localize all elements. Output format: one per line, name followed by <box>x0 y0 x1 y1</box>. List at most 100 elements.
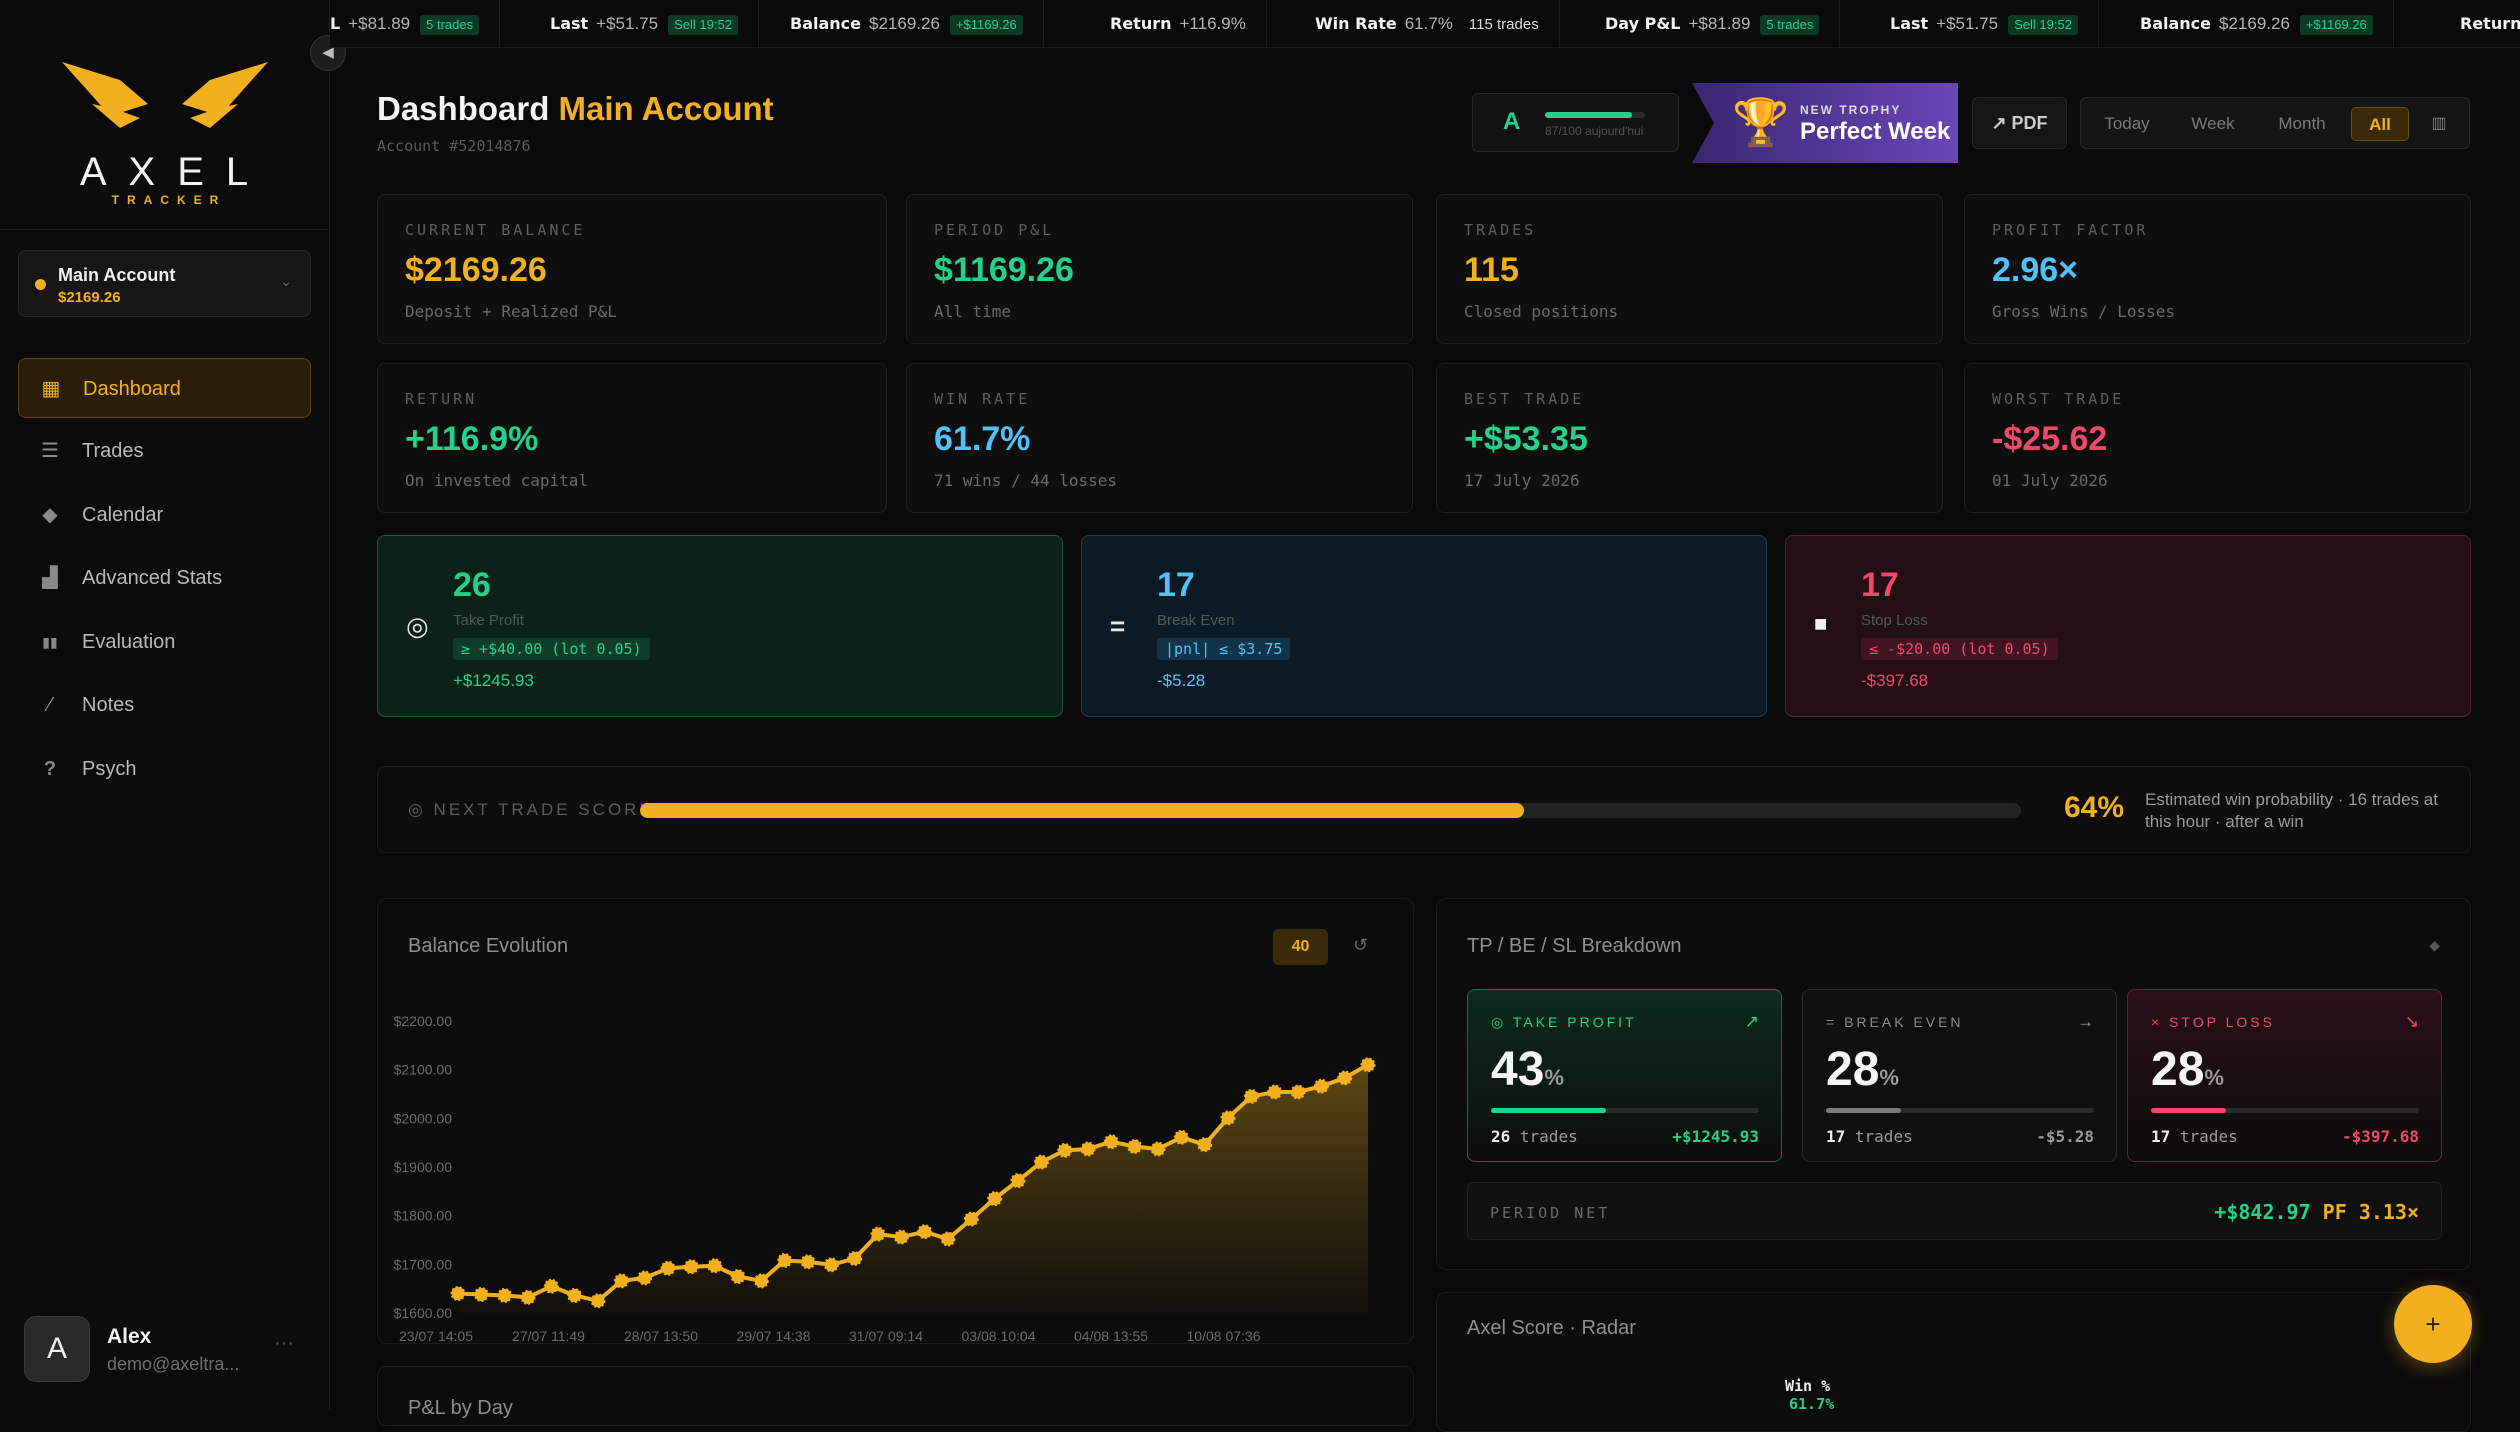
trophy-banner[interactable]: 🏆 NEW TROPHY Perfect Week <box>1692 83 1958 163</box>
break-even-count: 17 <box>1157 566 1195 604</box>
avatar[interactable]: A <box>24 1316 90 1382</box>
ticker-badge: Sell 19:52 <box>668 15 738 35</box>
ticker-note: 115 trades <box>1468 16 1539 33</box>
profit-factor-value: PF 3.13× <box>2322 1200 2419 1224</box>
worst-trade-card: WORST TRADE -$25.62 01 July 2026 <box>1964 363 2471 513</box>
account-id: Account #52014876 <box>377 137 531 155</box>
columns-icon[interactable]: ▥ <box>2431 115 2447 132</box>
x-tick-label: 31/07 09:14 <box>849 1328 923 1344</box>
balance-point <box>1150 1141 1166 1157</box>
breakdown-label: = BREAK EVEN <box>1826 1014 1964 1030</box>
ticker-item: Day P&L +$81.89 5 trades <box>1585 0 1841 47</box>
breakdown-percent-value: 43 <box>1491 1043 1545 1096</box>
balance-point <box>1313 1078 1329 1094</box>
trophy-kicker: NEW TROPHY <box>1800 103 1902 117</box>
take-profit-count: 26 <box>453 566 491 604</box>
balance-point <box>1243 1088 1259 1104</box>
balance-point <box>497 1287 513 1303</box>
sidebar-item-calendar[interactable]: ◆ Calendar <box>18 485 311 545</box>
grade-progress-bar <box>1545 112 1645 118</box>
balance-point <box>1360 1057 1376 1073</box>
breakdown-bar <box>2151 1108 2419 1113</box>
stat-sub: 17 July 2026 <box>1464 471 1580 490</box>
take-profit-card[interactable]: ◎ 26 Take Profit ≥ +$40.00 (lot 0.05) +$… <box>377 535 1063 717</box>
add-trade-button[interactable]: + <box>2394 1285 2472 1363</box>
trades-card: TRADES 115 Closed positions <box>1436 194 1943 344</box>
balance-point <box>637 1270 653 1286</box>
balance-chart: $2200.00 $2100.00 $2000.00 $1900.00 $1800.00… <box>394 1013 1376 1344</box>
ticker-item: Return +116.9% <box>1090 0 1267 47</box>
balance-point <box>1010 1173 1026 1189</box>
square-icon: ■ <box>1814 611 1828 636</box>
breakdown-percent: 28% <box>1826 1043 1899 1096</box>
stat-value: +116.9% <box>405 420 539 458</box>
stat-value: $2169.26 <box>405 251 547 289</box>
stop-loss-rule: ≤ -$20.00 (lot 0.05) <box>1861 638 2058 660</box>
pin-icon[interactable]: ◆ <box>2429 937 2440 953</box>
range-today-button[interactable]: Today <box>2104 114 2150 133</box>
radar-axis-label: Win % <box>1785 1377 1831 1395</box>
range-month-button[interactable]: Month <box>2278 114 2326 133</box>
balance-point <box>1267 1084 1283 1100</box>
balance-point <box>870 1226 886 1242</box>
balance-point <box>1220 1110 1236 1126</box>
y-tick-label: $1600.00 <box>394 1305 453 1321</box>
breakdown-percent-value: 28 <box>1826 1043 1880 1096</box>
breakdown-bar-fill <box>2151 1108 2227 1113</box>
stat-sub: Deposit + Realized P&L <box>405 302 617 321</box>
breakdown-trades-word: trades <box>2179 1127 2238 1146</box>
period-net-values: +$842.97 PF 3.13× <box>2214 1200 2419 1224</box>
balance-point <box>450 1286 466 1302</box>
ticker-value: $2169.26 <box>869 14 940 33</box>
balance-point <box>543 1278 559 1294</box>
stop-loss-card[interactable]: ■ 17 Stop Loss ≤ -$20.00 (lot 0.05) -$39… <box>1785 535 2471 717</box>
bar-chart-icon: ▟ <box>42 567 58 589</box>
sidebar-item-evaluation[interactable]: ▮▮ Evaluation <box>18 612 311 672</box>
balance-point <box>917 1224 933 1240</box>
breakdown-trades: 17 trades <box>2151 1127 2238 1146</box>
breakdown-take-profit[interactable]: ◎ TAKE PROFIT ↗ 43% 26 trades +$1245.93 <box>1467 989 1782 1162</box>
stop-loss-label: Stop Loss <box>1861 612 1928 629</box>
balance-point <box>963 1211 979 1227</box>
sidebar-item-trades[interactable]: ☰ Trades <box>18 421 311 481</box>
next-trade-score: ◎ NEXT TRADE SCORE 64% Estimated win pro… <box>377 766 2471 853</box>
breakdown-break-even[interactable]: = BREAK EVEN → 28% 17 trades -$5.28 <box>1802 989 2117 1162</box>
user-email: demo@axeltra... <box>107 1354 240 1374</box>
sidebar-item-advanced-stats[interactable]: ▟ Advanced Stats <box>18 548 311 608</box>
trade-count-badge[interactable]: 40 <box>1273 929 1328 965</box>
range-all-button[interactable]: All <box>2351 107 2409 141</box>
stat-sub: Closed positions <box>1464 302 1619 321</box>
breakdown-bar <box>1826 1108 2094 1113</box>
daily-grade[interactable]: A 87/100 aujourd'hui <box>1472 93 1679 152</box>
stat-value: -$25.62 <box>1992 420 2108 458</box>
breakdown-panel: TP / BE / SL Breakdown ◆ ◎ TAKE PROFIT ↗… <box>1436 898 2471 1270</box>
stat-sub: Gross Wins / Losses <box>1992 302 2176 321</box>
x-tick-label: 04/08 13:55 <box>1074 1328 1148 1344</box>
x-tick-label: 10/08 07:36 <box>1187 1328 1261 1344</box>
page-title: Dashboard Main Account <box>377 90 774 128</box>
reset-zoom-icon[interactable]: ↺ <box>1353 935 1369 955</box>
range-week-button[interactable]: Week <box>2191 114 2235 133</box>
best-trade-card: BEST TRADE +$53.35 17 July 2026 <box>1436 363 1943 513</box>
export-pdf-button[interactable]: ↗ PDF <box>1972 97 2067 149</box>
balance-point <box>1057 1142 1073 1158</box>
next-trade-score-label: ◎ NEXT TRADE SCORE <box>408 800 654 819</box>
win-rate-card: WIN RATE 61.7% 71 wins / 44 losses <box>906 363 1413 513</box>
balance-point <box>1173 1129 1189 1145</box>
grade-text: 87/100 aujourd'hui <box>1545 124 1644 138</box>
break-even-label: Break Even <box>1157 612 1235 629</box>
sidebar-item-notes[interactable]: ⁄ Notes <box>18 675 311 735</box>
balance-point <box>1103 1134 1119 1150</box>
account-selector[interactable]: Main Account $2169.26 ⌄ <box>18 250 311 317</box>
more-icon[interactable]: ··· <box>274 1332 294 1354</box>
breakdown-label: × STOP LOSS <box>2151 1014 2275 1030</box>
break-even-card[interactable]: = 17 Break Even |pnl| ≤ $3.75 -$5.28 <box>1081 535 1767 717</box>
stat-label: RETURN <box>405 390 478 408</box>
sidebar-item-psych[interactable]: ? Psych <box>18 739 311 799</box>
breakdown-stop-loss[interactable]: × STOP LOSS ↘ 28% 17 trades -$397.68 <box>2127 989 2442 1162</box>
y-tick-label: $2200.00 <box>394 1013 453 1029</box>
trophy-name: Perfect Week <box>1800 118 1951 145</box>
breakdown-trades-count: 26 <box>1491 1127 1511 1146</box>
sidebar-item-dashboard[interactable]: ▦ Dashboard <box>18 358 311 418</box>
x-tick-label: 28/07 13:50 <box>624 1328 698 1344</box>
